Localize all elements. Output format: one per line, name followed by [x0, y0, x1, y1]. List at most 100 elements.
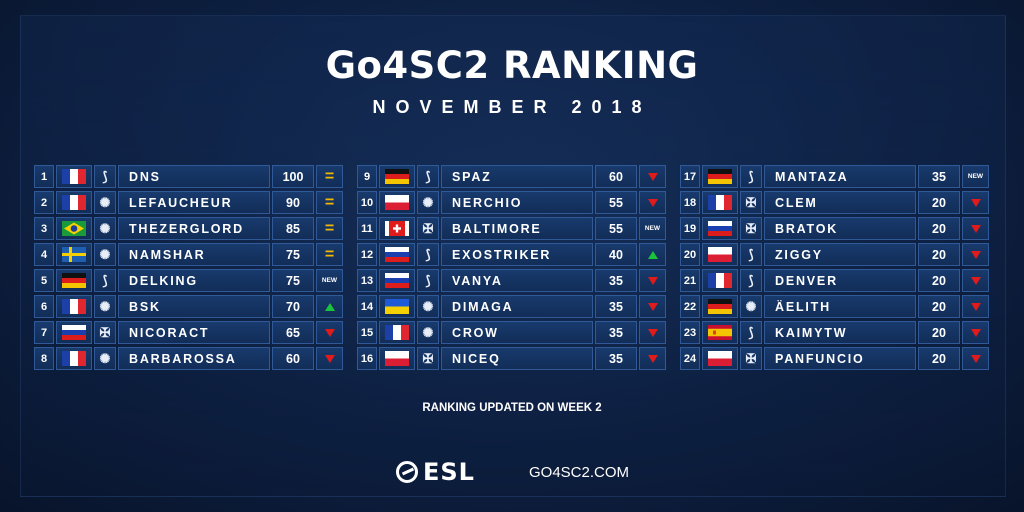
rank-new-badge: NEW: [639, 217, 666, 240]
protoss-race-icon: ⟆: [417, 243, 439, 266]
country-flag-fr: [702, 269, 738, 292]
zerg-race-icon: ✺: [417, 191, 439, 214]
rank-number: 7: [34, 321, 54, 344]
rank-down-icon: [639, 321, 666, 344]
player-name: NICORACT: [118, 321, 270, 344]
player-name: VANYA: [441, 269, 593, 292]
rank-number: 16: [357, 347, 377, 370]
terran-race-icon: ✠: [740, 347, 762, 370]
rank-down-icon: [639, 191, 666, 214]
protoss-race-icon: ⟆: [417, 165, 439, 188]
player-points: 85: [272, 217, 314, 240]
country-flag-de: [702, 295, 738, 318]
country-flag-ru: [702, 217, 738, 240]
player-points: 35: [595, 347, 637, 370]
rank-down-icon: [316, 347, 343, 370]
ranking-row: 5 ⟆ DELKING 75 NEW: [34, 269, 344, 292]
ranking-row: 1 ⟆ DNS 100 =: [34, 165, 344, 188]
terran-race-icon: ✠: [740, 191, 762, 214]
rank-down-icon: [639, 347, 666, 370]
ranking-row: 12 ⟆ EXOSTRIKER 40: [357, 243, 667, 266]
rank-down-icon: [962, 269, 989, 292]
country-flag-fr: [56, 191, 92, 214]
player-name: DENVER: [764, 269, 916, 292]
rank-number: 15: [357, 321, 377, 344]
player-points: 60: [272, 347, 314, 370]
player-points: 35: [918, 165, 960, 188]
zerg-race-icon: ✺: [417, 321, 439, 344]
country-flag-fr: [702, 191, 738, 214]
country-flag-pl: [379, 347, 415, 370]
rank-number: 21: [680, 269, 700, 292]
country-flag-fr: [56, 347, 92, 370]
country-flag-ru: [56, 321, 92, 344]
site-link[interactable]: GO4SC2.COM: [529, 464, 630, 481]
protoss-race-icon: ⟆: [740, 321, 762, 344]
player-name: MANTAZA: [764, 165, 916, 188]
player-name: NERCHIO: [441, 191, 593, 214]
rank-number: 14: [357, 295, 377, 318]
zerg-race-icon: ✺: [94, 243, 116, 266]
esl-logo-text: ESL: [423, 458, 475, 486]
country-flag-ru: [379, 243, 415, 266]
ranking-column-1: 1 ⟆ DNS 100 = 2 ✺ LEFAUCHEUR 90 = 3 ✺ THEZERGLORD 85 =…: [34, 165, 344, 373]
ranking-row: 3 ✺ THEZERGLORD 85 =: [34, 217, 344, 240]
ranking-row: 24 ✠ PANFUNCIO 20: [680, 347, 990, 370]
ranking-row: 23 ⟆ KAIMYTW 20: [680, 321, 990, 344]
rank-down-icon: [316, 321, 343, 344]
country-flag-br: [56, 217, 92, 240]
country-flag-ua: [379, 295, 415, 318]
player-points: 20: [918, 217, 960, 240]
rank-number: 20: [680, 243, 700, 266]
rank-down-icon: [639, 295, 666, 318]
rank-number: 2: [34, 191, 54, 214]
ranking-row: 22 ✺ ÄELITH 20: [680, 295, 990, 318]
rank-new-badge: NEW: [316, 269, 343, 292]
ranking-row: 18 ✠ CLEM 20: [680, 191, 990, 214]
rank-number: 22: [680, 295, 700, 318]
rank-down-icon: [962, 321, 989, 344]
zerg-race-icon: ✺: [94, 295, 116, 318]
player-name: EXOSTRIKER: [441, 243, 593, 266]
country-flag-se: [56, 243, 92, 266]
player-points: 20: [918, 347, 960, 370]
country-flag-de: [379, 165, 415, 188]
protoss-race-icon: ⟆: [740, 165, 762, 188]
player-points: 65: [272, 321, 314, 344]
ranking-row: 6 ✺ BSK 70: [34, 295, 344, 318]
country-flag-ch: [379, 217, 415, 240]
country-flag-de: [702, 165, 738, 188]
country-flag-pl: [702, 347, 738, 370]
player-points: 35: [595, 321, 637, 344]
rank-number: 9: [357, 165, 377, 188]
player-points: 100: [272, 165, 314, 188]
player-name: LEFAUCHEUR: [118, 191, 270, 214]
player-name: BARBAROSSA: [118, 347, 270, 370]
ranking-row: 11 ✠ BALTIMORE 55 NEW: [357, 217, 667, 240]
rank-up-icon: [316, 295, 343, 318]
rank-equal-icon: =: [316, 165, 343, 188]
player-points: 55: [595, 217, 637, 240]
player-name: DNS: [118, 165, 270, 188]
protoss-race-icon: ⟆: [417, 269, 439, 292]
country-flag-es: [702, 321, 738, 344]
rank-number: 6: [34, 295, 54, 318]
terran-race-icon: ✠: [417, 347, 439, 370]
rank-down-icon: [962, 191, 989, 214]
esl-logo[interactable]: ESL: [396, 458, 475, 486]
rank-number: 23: [680, 321, 700, 344]
player-points: 60: [595, 165, 637, 188]
zerg-race-icon: ✺: [740, 295, 762, 318]
country-flag-fr: [379, 321, 415, 344]
rank-number: 11: [357, 217, 377, 240]
player-points: 35: [595, 269, 637, 292]
rank-number: 1: [34, 165, 54, 188]
player-points: 75: [272, 243, 314, 266]
player-name: KAIMYTW: [764, 321, 916, 344]
player-points: 40: [595, 243, 637, 266]
country-flag-fr: [56, 165, 92, 188]
player-points: 75: [272, 269, 314, 292]
ranking-row: 4 ✺ NAMSHAR 75 =: [34, 243, 344, 266]
rank-down-icon: [962, 243, 989, 266]
rank-number: 17: [680, 165, 700, 188]
